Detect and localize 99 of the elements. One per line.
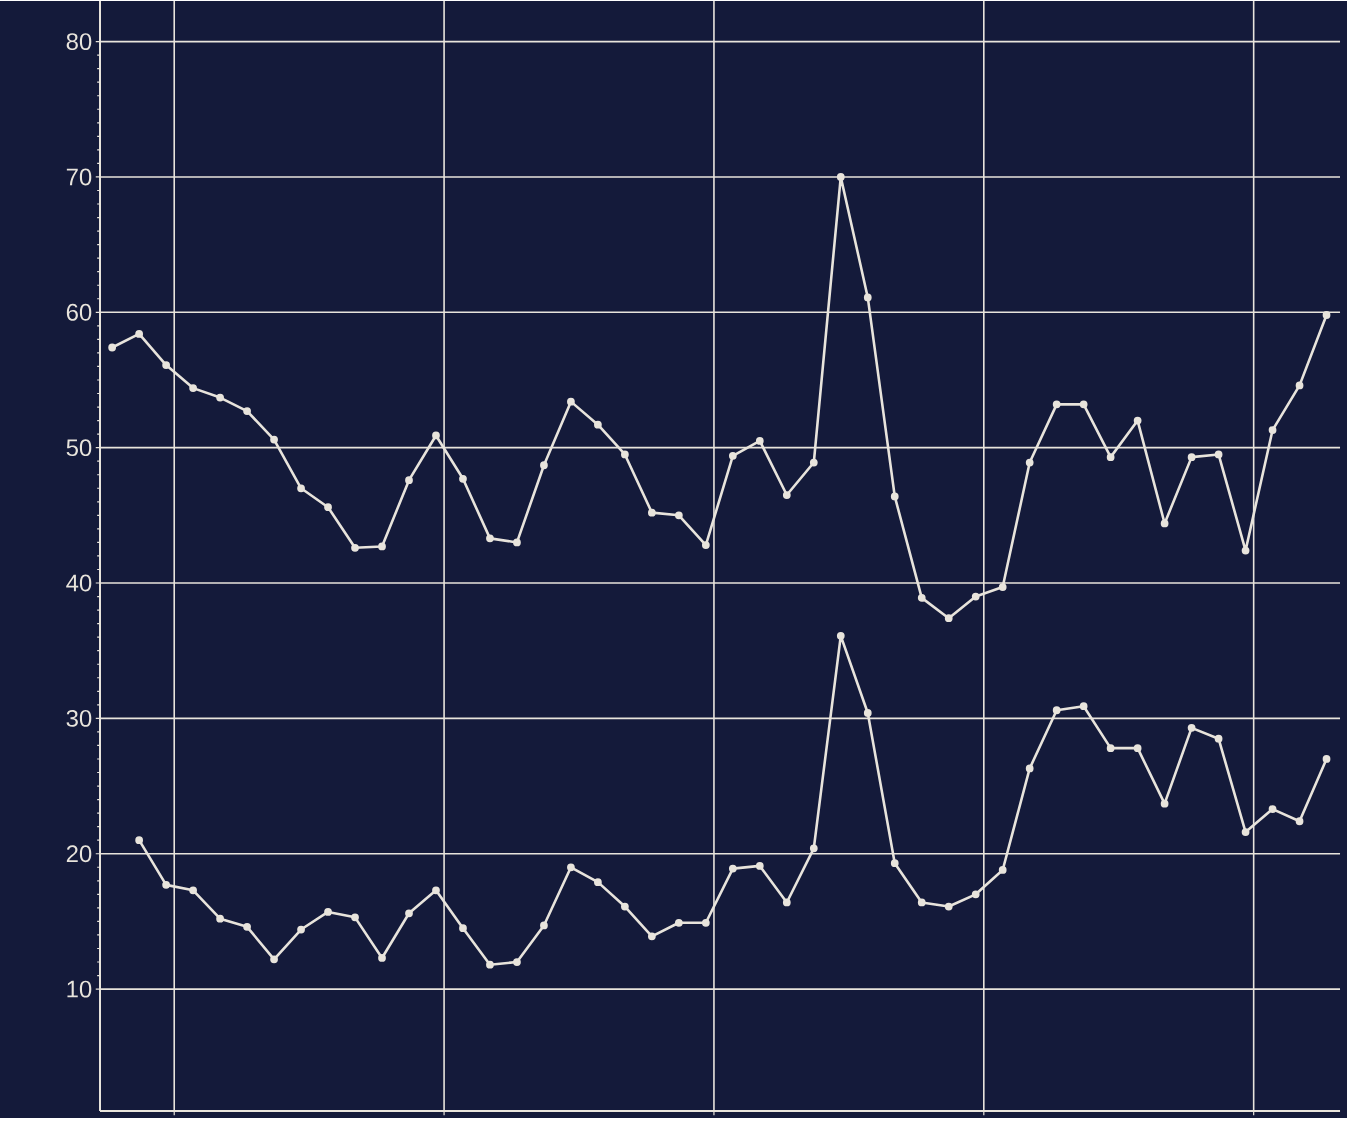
point — [405, 909, 413, 918]
point — [647, 932, 656, 941]
point — [1160, 519, 1169, 528]
point — [1295, 381, 1304, 390]
y-tick-label: 30 — [66, 709, 92, 727]
point — [1214, 450, 1223, 459]
point — [782, 898, 791, 907]
y-tick-label: 80 — [66, 33, 92, 51]
point — [1133, 744, 1142, 753]
point — [1322, 311, 1331, 319]
point — [890, 492, 899, 501]
y-tick-label: 40 — [66, 574, 92, 592]
point — [378, 954, 386, 962]
point — [243, 407, 251, 415]
point — [594, 878, 602, 887]
point — [1052, 400, 1061, 409]
point — [162, 880, 171, 889]
point — [728, 864, 737, 873]
point — [674, 918, 683, 927]
y-tick-label: 70 — [66, 168, 92, 186]
point — [432, 431, 440, 440]
point — [1187, 453, 1196, 462]
point — [755, 437, 764, 445]
point — [189, 886, 197, 895]
point — [324, 908, 332, 916]
point — [809, 844, 818, 853]
point — [1241, 828, 1250, 836]
point — [297, 925, 305, 934]
point — [540, 461, 548, 470]
point — [1322, 755, 1331, 763]
point — [405, 476, 413, 485]
point — [189, 384, 197, 392]
point — [674, 511, 683, 520]
point — [324, 503, 332, 512]
point — [998, 583, 1007, 591]
point — [270, 435, 278, 444]
point — [513, 958, 521, 966]
point — [1106, 453, 1115, 462]
y-tick-label: 60 — [66, 303, 92, 321]
point — [1214, 734, 1223, 743]
point — [1133, 416, 1142, 425]
point — [432, 886, 440, 895]
point — [755, 862, 764, 870]
point — [162, 361, 171, 369]
point — [135, 330, 144, 338]
point — [486, 534, 494, 543]
point — [863, 293, 872, 302]
point — [647, 508, 656, 517]
point — [1052, 706, 1061, 715]
point — [513, 538, 521, 547]
point — [216, 914, 224, 923]
point — [135, 836, 144, 845]
point — [1268, 426, 1277, 434]
y-tick-label: 20 — [66, 845, 92, 863]
point — [567, 397, 575, 406]
point — [1268, 805, 1277, 813]
point — [836, 631, 845, 640]
point — [297, 484, 305, 493]
point — [567, 863, 575, 872]
point — [540, 921, 548, 930]
point — [944, 614, 953, 623]
point — [459, 924, 467, 933]
point — [1079, 400, 1088, 409]
point — [863, 709, 872, 717]
point — [459, 474, 467, 483]
point — [243, 922, 251, 931]
point — [944, 902, 953, 911]
point — [270, 955, 278, 964]
point — [917, 898, 926, 907]
point — [971, 592, 980, 601]
point — [701, 918, 710, 927]
point — [594, 420, 602, 429]
point — [971, 890, 980, 899]
point — [621, 902, 629, 911]
point — [351, 543, 359, 552]
point — [216, 393, 224, 402]
point — [1106, 744, 1115, 753]
point — [1295, 817, 1304, 826]
point — [998, 866, 1007, 874]
point — [1025, 458, 1034, 467]
point — [486, 960, 494, 969]
point — [890, 859, 899, 868]
point — [728, 451, 737, 460]
point — [782, 491, 791, 499]
point — [378, 542, 386, 551]
point — [1079, 702, 1088, 711]
point — [1160, 799, 1169, 808]
point — [621, 450, 629, 459]
point — [917, 594, 926, 602]
point — [1187, 723, 1196, 732]
point — [351, 913, 359, 922]
y-tick-label: 50 — [66, 439, 92, 457]
point — [108, 343, 117, 352]
point — [836, 173, 845, 181]
y-tick-label: 10 — [67, 980, 92, 998]
point — [1025, 764, 1034, 773]
point — [1241, 546, 1250, 555]
point — [809, 458, 818, 467]
point — [701, 541, 710, 550]
